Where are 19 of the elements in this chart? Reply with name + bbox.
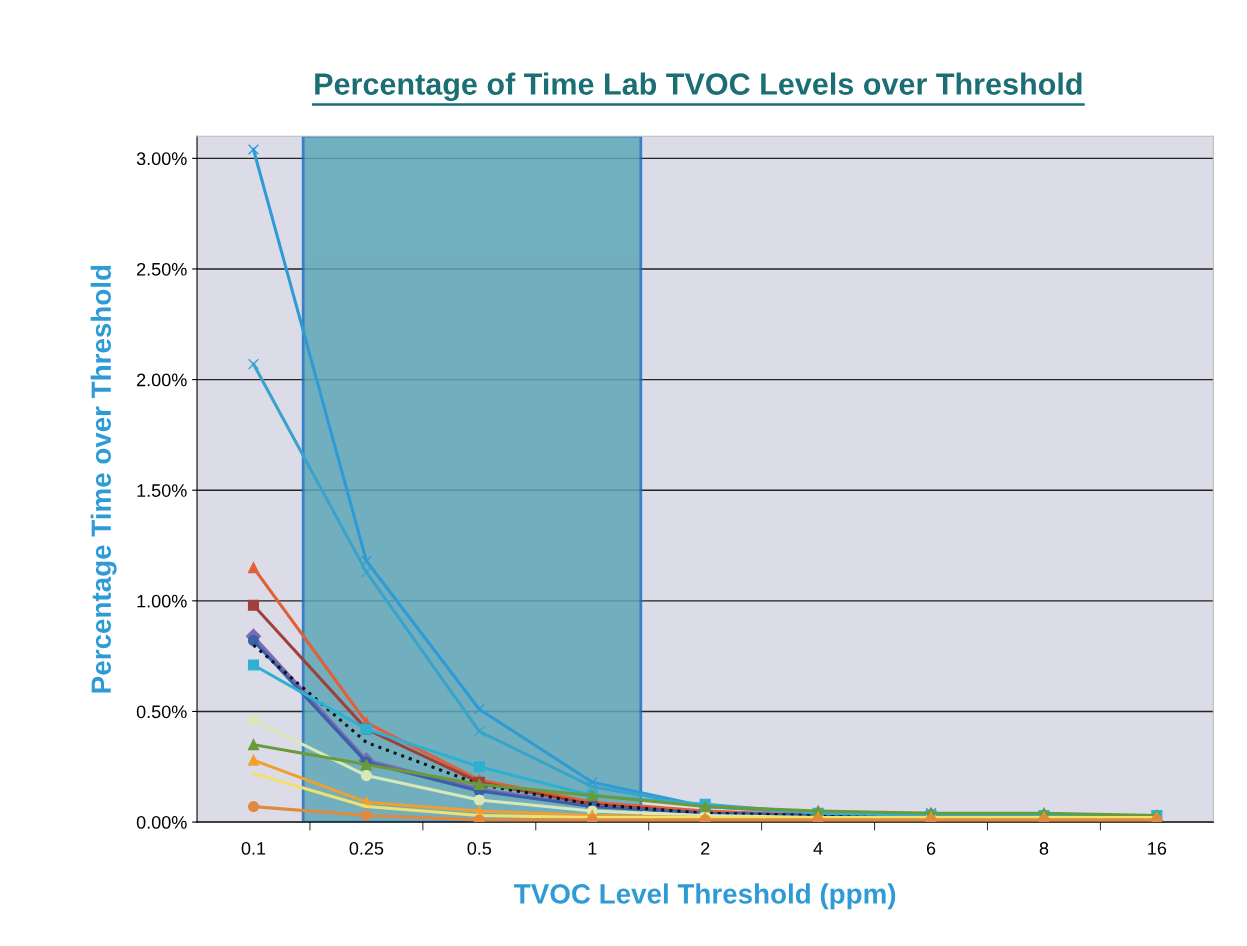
x-tick-label: 0.25 [349, 842, 384, 855]
y-tick-label: 3.00% [136, 152, 187, 166]
y-tick-label: 1.50% [137, 484, 187, 497]
chart-title: Percentage of Time Lab TVOC Levels over Threshold [315, 72, 1082, 102]
y-tick-label: 0.00% [136, 816, 187, 829]
y-tick-label: 2.00% [137, 373, 187, 387]
x-tick-label: 4 [813, 842, 823, 855]
y-tick-label: 2.50% [137, 262, 187, 276]
y-axis-title: Percentage Time over Threshold [90, 265, 117, 693]
x-tick-label: 8 [1039, 842, 1049, 855]
x-tick-label: 6 [926, 842, 936, 855]
x-tick-label: 2 [701, 842, 710, 855]
y-tick-label: 0.50% [136, 705, 187, 719]
x-tick-label: 0.5 [467, 842, 492, 855]
x-tick-label: 0.1 [241, 842, 266, 855]
x-tick-label: 16 [1148, 842, 1167, 855]
x-axis-title: TVOC Level Threshold (ppm) [514, 883, 896, 910]
y-tick-label: 1.00% [137, 594, 187, 608]
x-tick-label: 1 [588, 842, 597, 855]
